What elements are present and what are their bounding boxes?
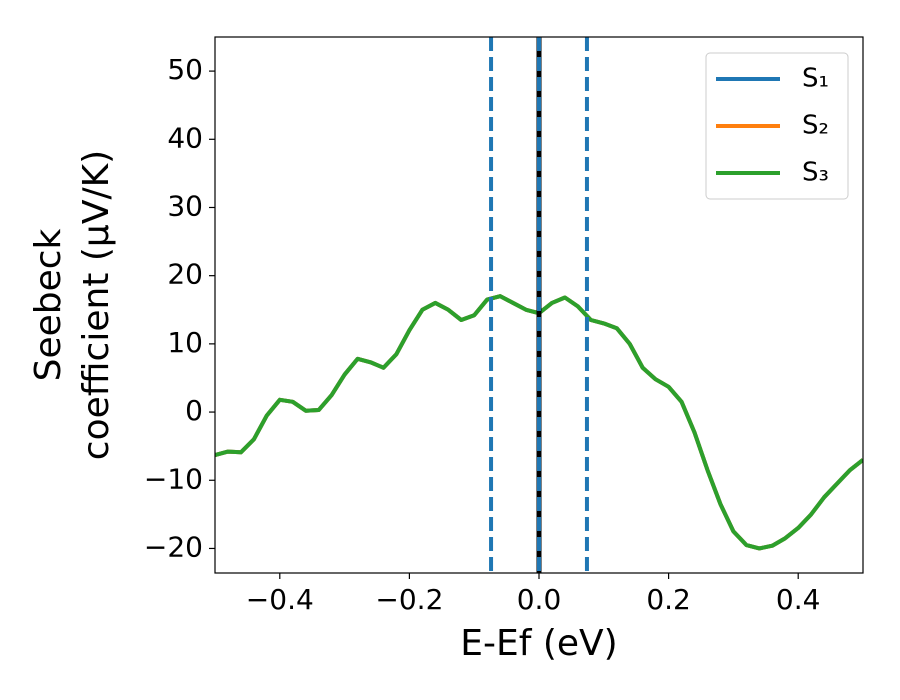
y-tick-label: 20 <box>167 258 203 291</box>
x-tick-label: 0.2 <box>646 583 691 616</box>
x-tick-label: 0.0 <box>517 583 562 616</box>
x-tick-label: −0.4 <box>246 583 314 616</box>
x-tick-label: 0.4 <box>776 583 821 616</box>
y-axis-label: Seebeck <box>28 228 69 381</box>
y-tick-label: −20 <box>144 530 203 563</box>
y-tick-label: 40 <box>167 121 203 154</box>
x-axis-label: E-Ef (eV) <box>460 623 617 664</box>
y-tick-label: 30 <box>167 189 203 222</box>
y-tick-label: 0 <box>185 394 203 427</box>
y-tick-label: 10 <box>167 326 203 359</box>
y-tick-label: −10 <box>144 462 203 495</box>
x-tick-label: −0.2 <box>375 583 443 616</box>
legend-label: S₃ <box>802 158 829 188</box>
y-axis-label: coefficient (μV/K) <box>76 150 117 460</box>
legend-label: S₂ <box>802 111 829 141</box>
legend-label: S₁ <box>802 64 829 94</box>
y-tick-label: 50 <box>167 53 203 86</box>
